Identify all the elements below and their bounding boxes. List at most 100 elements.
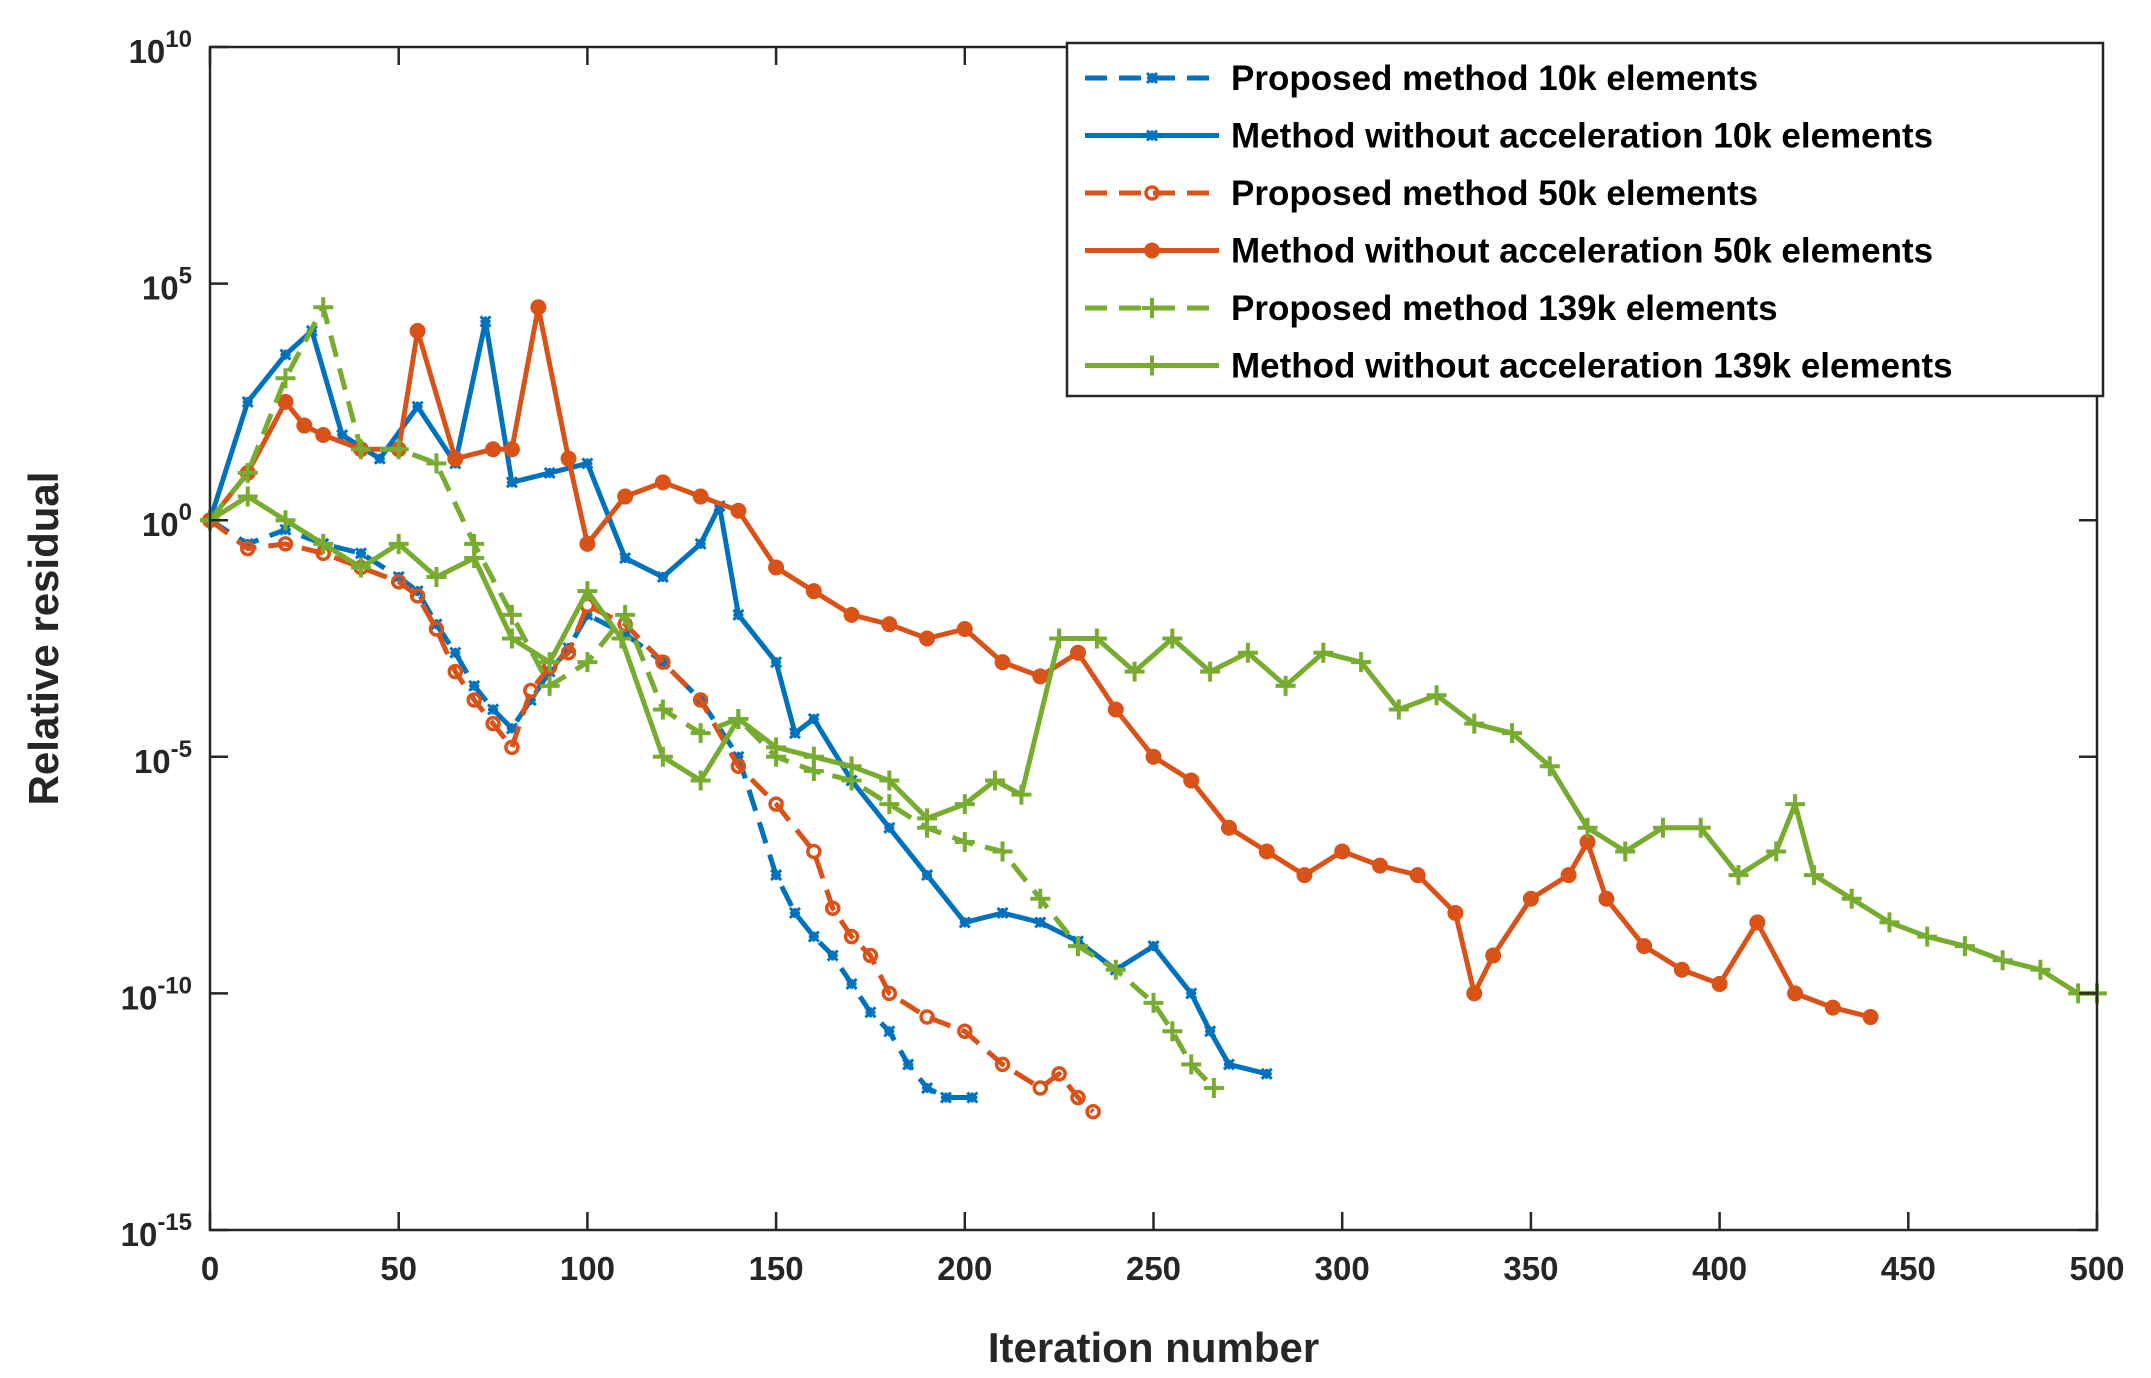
data-point bbox=[313, 297, 334, 318]
data-point bbox=[1183, 772, 1200, 789]
series-6 bbox=[200, 486, 2107, 1004]
data-point bbox=[505, 476, 518, 489]
data-point bbox=[560, 644, 577, 661]
x-tick-label: 0 bbox=[201, 1250, 219, 1287]
data-point bbox=[1204, 1025, 1217, 1038]
data-point bbox=[730, 502, 747, 519]
data-point bbox=[426, 453, 447, 474]
data-point bbox=[1787, 985, 1804, 1002]
x-tick-label: 50 bbox=[380, 1250, 417, 1287]
data-point bbox=[1954, 936, 1975, 957]
legend-item: Method without acceleration 50k elements bbox=[1085, 232, 1933, 271]
data-point bbox=[479, 315, 492, 328]
data-point bbox=[464, 548, 485, 569]
data-point bbox=[994, 1056, 1011, 1073]
data-point bbox=[468, 679, 481, 692]
data-point bbox=[807, 930, 820, 943]
data-point bbox=[656, 570, 669, 584]
legend-label: Method without acceleration 10k elements bbox=[1231, 117, 1933, 156]
data-point bbox=[766, 737, 787, 758]
data-point bbox=[1070, 644, 1087, 661]
data-point bbox=[523, 682, 539, 699]
data-point bbox=[237, 486, 258, 507]
data-point bbox=[1766, 841, 1787, 862]
data-point bbox=[409, 322, 426, 339]
data-point bbox=[466, 692, 482, 708]
data-point bbox=[579, 535, 596, 552]
x-tick-label: 450 bbox=[1881, 1250, 1936, 1287]
x-tick-label: 300 bbox=[1315, 1250, 1370, 1287]
data-point bbox=[1313, 642, 1334, 663]
data-point bbox=[690, 723, 711, 744]
data-point bbox=[2030, 959, 2051, 980]
data-point bbox=[409, 588, 426, 604]
data-point bbox=[1560, 867, 1577, 884]
data-point bbox=[1917, 926, 1938, 947]
y-tick-label: 10-15 bbox=[121, 1209, 192, 1253]
data-point bbox=[845, 977, 858, 990]
data-point bbox=[690, 770, 711, 791]
data-point bbox=[1222, 1058, 1236, 1071]
y-tick-label: 10-5 bbox=[134, 736, 192, 780]
data-point bbox=[354, 547, 368, 560]
data-point bbox=[1992, 950, 2013, 971]
data-point bbox=[920, 1081, 934, 1095]
data-point bbox=[992, 841, 1013, 862]
data-point bbox=[1107, 701, 1124, 718]
data-point bbox=[1296, 867, 1313, 884]
x-tick-label: 200 bbox=[937, 1250, 992, 1287]
data-point bbox=[770, 869, 783, 882]
data-point bbox=[692, 488, 709, 505]
legend-item: Method without acceleration 139k element… bbox=[1085, 347, 1953, 386]
data-point bbox=[485, 441, 502, 458]
data-point bbox=[1105, 959, 1126, 980]
data-point bbox=[1144, 242, 1160, 259]
data-point bbox=[390, 573, 407, 590]
data-point bbox=[411, 400, 424, 413]
data-point bbox=[994, 654, 1011, 671]
data-point bbox=[1728, 865, 1749, 886]
data-point bbox=[881, 616, 898, 633]
data-point bbox=[1185, 987, 1198, 1000]
data-point bbox=[1275, 675, 1296, 696]
data-point bbox=[241, 395, 254, 408]
x-tick-label: 250 bbox=[1126, 1250, 1181, 1287]
data-point bbox=[1803, 865, 1824, 886]
data-point bbox=[826, 949, 839, 962]
data-point bbox=[954, 831, 975, 852]
data-point bbox=[917, 808, 938, 829]
data-point bbox=[1220, 819, 1237, 836]
data-point bbox=[275, 510, 296, 531]
data-point bbox=[239, 540, 256, 557]
data-point bbox=[655, 654, 671, 670]
data-point bbox=[447, 663, 464, 680]
data-point bbox=[617, 488, 634, 505]
data-point bbox=[1426, 685, 1447, 706]
x-tick-label: 100 bbox=[560, 1250, 615, 1287]
data-point bbox=[336, 428, 349, 442]
data-point bbox=[843, 928, 860, 945]
data-point bbox=[501, 604, 522, 625]
data-point bbox=[388, 533, 409, 554]
data-point bbox=[277, 536, 294, 552]
legend-label: Method without acceleration 139k element… bbox=[1231, 347, 1953, 386]
data-point bbox=[1143, 992, 1164, 1013]
data-point bbox=[1690, 817, 1711, 838]
data-point bbox=[996, 906, 1009, 920]
data-point bbox=[1539, 756, 1560, 777]
data-point bbox=[1145, 129, 1159, 142]
legend-label: Method without acceleration 50k elements bbox=[1231, 232, 1933, 271]
x-axis-label: Iteration number bbox=[988, 1324, 1319, 1371]
data-point bbox=[768, 559, 785, 576]
legend-label: Proposed method 50k elements bbox=[1231, 174, 1758, 213]
data-point bbox=[843, 606, 860, 623]
data-point bbox=[864, 1006, 877, 1019]
data-point bbox=[426, 566, 447, 587]
data-point bbox=[862, 947, 879, 964]
data-point bbox=[883, 1025, 896, 1038]
data-point bbox=[768, 796, 784, 812]
x-tick-label: 350 bbox=[1503, 1250, 1558, 1287]
series-5 bbox=[200, 297, 1224, 1099]
data-point bbox=[1162, 628, 1183, 649]
data-point bbox=[388, 439, 409, 460]
